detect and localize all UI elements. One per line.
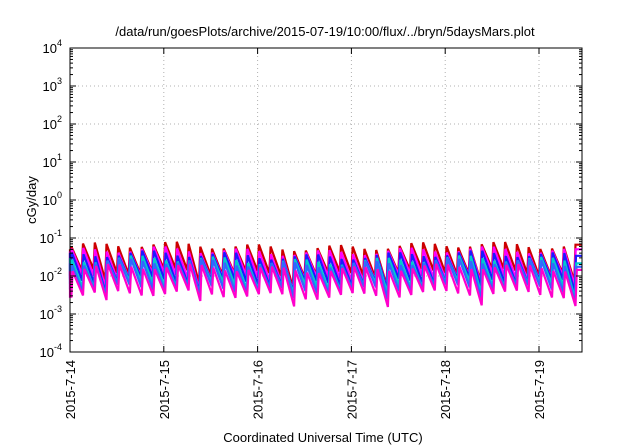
x-tick-label: 2015-7-19 bbox=[532, 360, 547, 419]
y-tick-label: 104 bbox=[43, 38, 62, 56]
x-axis: 2015-7-14 2015-7-15 2015-7-16 2015-7-17 2015… bbox=[63, 48, 547, 419]
y-tick-label: 100 bbox=[43, 190, 62, 208]
x-tick-label: 2015-7-17 bbox=[344, 360, 359, 419]
y-tick-label: 10-3 bbox=[40, 304, 62, 322]
y-tick-label: 102 bbox=[43, 114, 62, 132]
series-line bbox=[68, 241, 582, 288]
y-tick-label: 10-4 bbox=[40, 342, 62, 360]
series-line bbox=[68, 250, 582, 294]
x-axis-label: Coordinated Universal Time (UTC) bbox=[223, 430, 422, 445]
x-tick-label: 2015-7-16 bbox=[251, 360, 266, 419]
series-line bbox=[68, 263, 582, 308]
x-tick-label: 2015-7-14 bbox=[63, 360, 78, 419]
series-line bbox=[68, 255, 582, 299]
y-axis: 104 103 102 101 100 10-1 10-2 10-3 10-4 bbox=[40, 38, 582, 360]
chart-title: /data/run/goesPlots/archive/2015-07-19/1… bbox=[115, 24, 535, 39]
x-tick-label: 2015-7-18 bbox=[438, 360, 453, 419]
data-series bbox=[68, 241, 582, 308]
y-tick-label: 10-1 bbox=[40, 228, 62, 246]
y-axis-label: cGy/day bbox=[24, 176, 39, 224]
y-tick-label: 101 bbox=[43, 152, 62, 170]
y-tick-label: 103 bbox=[43, 76, 62, 94]
x-tick-label: 2015-7-15 bbox=[157, 360, 172, 419]
series-line bbox=[68, 246, 582, 292]
series-line bbox=[68, 257, 582, 303]
gridlines bbox=[70, 48, 582, 352]
y-tick-label: 10-2 bbox=[40, 266, 62, 284]
